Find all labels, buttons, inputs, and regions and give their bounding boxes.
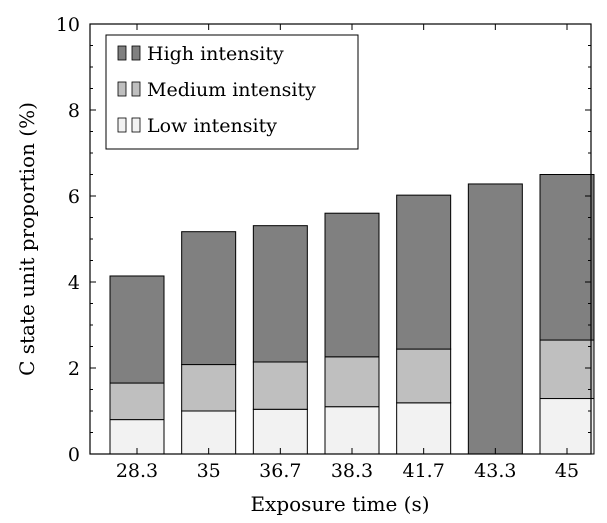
legend-swatch-low — [118, 118, 126, 132]
x-tick-label: 38.3 — [331, 460, 373, 482]
bar-low-36.7 — [253, 409, 307, 454]
x-tick-label: 28.3 — [116, 460, 158, 482]
bar-low-41.7 — [397, 403, 451, 454]
bar-high-45 — [540, 175, 594, 341]
legend-swatch-high — [132, 46, 140, 60]
y-tick-label: 10 — [56, 14, 80, 36]
legend: High intensity Medium intensity Low intens… — [106, 35, 358, 149]
bars-group — [110, 175, 594, 455]
y-tick-label: 4 — [68, 272, 80, 294]
bar-low-38.3 — [325, 407, 379, 454]
y-tick-labels: 0 2 4 6 8 10 — [56, 14, 80, 466]
bar-high-41.7 — [397, 195, 451, 349]
x-tick-label: 45 — [555, 460, 579, 482]
bar-low-45 — [540, 399, 594, 454]
bar-high-35 — [182, 232, 236, 365]
x-axis-label: Exposure time (s) — [250, 492, 429, 516]
legend-swatch-medium — [132, 82, 140, 96]
bar-medium-45 — [540, 340, 594, 398]
y-tick-label: 8 — [68, 100, 80, 122]
bar-medium-36.7 — [253, 362, 307, 409]
legend-swatch-medium — [118, 82, 126, 96]
legend-swatch-low — [132, 118, 140, 132]
y-axis-label: C state unit proportion (%) — [15, 102, 39, 376]
y-tick-label: 2 — [68, 358, 80, 380]
bar-high-28.3 — [110, 276, 164, 383]
legend-label-medium: Medium intensity — [147, 79, 316, 101]
bar-high-38.3 — [325, 213, 379, 357]
legend-label-low: Low intensity — [147, 115, 277, 137]
bar-low-35 — [182, 411, 236, 454]
legend-label-high: High intensity — [147, 43, 284, 65]
legend-swatch-high — [118, 46, 126, 60]
x-tick-label: 36.7 — [259, 460, 301, 482]
y-tick-label: 0 — [68, 444, 80, 466]
x-tick-label: 41.7 — [403, 460, 445, 482]
x-tick-labels: 28.3 35 36.7 38.3 41.7 43.3 45 — [116, 460, 579, 482]
y-tick-label: 6 — [68, 186, 80, 208]
bar-medium-41.7 — [397, 349, 451, 403]
bar-high-36.7 — [253, 226, 307, 362]
bar-medium-38.3 — [325, 357, 379, 407]
bar-high-43.3 — [468, 184, 522, 454]
x-tick-label: 35 — [197, 460, 221, 482]
bar-medium-28.3 — [110, 383, 164, 420]
bar-medium-35 — [182, 365, 236, 411]
x-tick-label: 43.3 — [474, 460, 516, 482]
